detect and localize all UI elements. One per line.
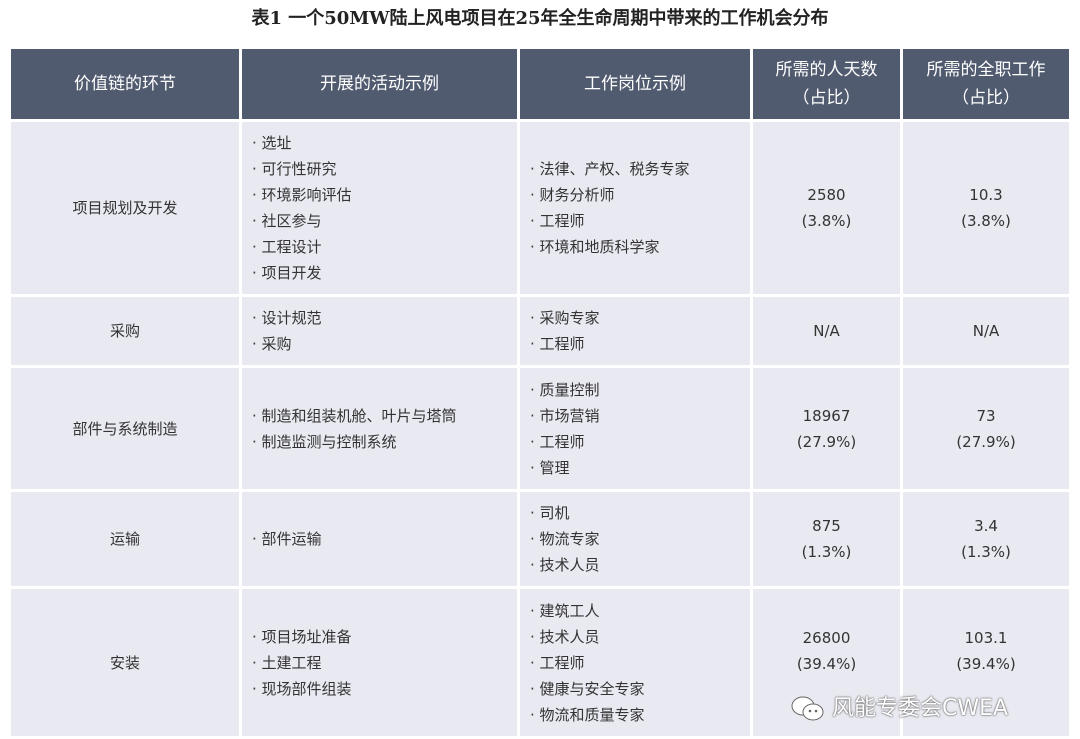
job-item: · 采购专家 bbox=[530, 309, 600, 327]
table-row: 运输 · 部件运输 · 司机 · 物流专家 · 技术人员 875 (1.3%) 3.4 (1.3… bbox=[11, 492, 1069, 586]
fte-cell: 3.4 (1.3%) bbox=[903, 492, 1069, 586]
wechat-icon bbox=[791, 696, 824, 721]
activity-item: · 项目开发 bbox=[252, 264, 322, 282]
days-cell: 26800 (39.4%) bbox=[753, 589, 900, 736]
activity-item: · 环境影响评估 bbox=[252, 186, 352, 204]
fte-cell: N/A bbox=[903, 297, 1069, 365]
activity-item: · 部件运输 bbox=[252, 530, 322, 548]
job-item: · 管理 bbox=[530, 458, 570, 477]
jobs-table: 价值链的环节 开展的活动示例 工作岗位示例 所需的人天数 （占比） 所需的全职工… bbox=[8, 46, 1072, 739]
job-item: · 工程师 bbox=[530, 212, 585, 230]
header-days: 所需的人天数 （占比） bbox=[753, 49, 900, 119]
job-item: · 环境和地质科学家 bbox=[530, 238, 660, 256]
fte-cell: 103.1 (39.4%) bbox=[903, 589, 1069, 736]
days-cell: 2580 (3.8%) bbox=[753, 122, 900, 294]
job-item: · 建筑工人 bbox=[530, 601, 600, 620]
jobs-cell: · 司机 · 物流专家 · 技术人员 bbox=[520, 492, 750, 586]
days-cell: 18967 (27.9%) bbox=[753, 368, 900, 489]
activities-cell: · 项目场址准备 · 土建工程 · 现场部件组装 bbox=[242, 589, 517, 736]
header-jobs: 工作岗位示例 bbox=[520, 49, 750, 119]
job-item: · 财务分析师 bbox=[530, 186, 615, 204]
jobs-cell: · 质量控制 · 市场营销 · 工程师 · 管理 bbox=[520, 368, 750, 489]
days-cell: 875 (1.3%) bbox=[753, 492, 900, 586]
activity-item: · 社区参与 bbox=[252, 212, 322, 230]
activity-item: · 工程设计 bbox=[252, 238, 322, 256]
table-row: 项目规划及开发 · 选址 · 可行性研究 · 环境影响评估 · 社区参与 · 工程设计 · … bbox=[11, 122, 1069, 294]
job-item: · 工程师 bbox=[530, 432, 585, 451]
stage-cell: 部件与系统制造 bbox=[11, 368, 239, 489]
job-item: · 技术人员 bbox=[530, 627, 600, 646]
job-item: · 物流专家 bbox=[530, 530, 600, 548]
activity-item: · 现场部件组装 bbox=[252, 679, 352, 698]
days-cell: N/A bbox=[753, 297, 900, 365]
stage-cell: 采购 bbox=[11, 297, 239, 365]
activity-item: · 采购 bbox=[252, 335, 292, 353]
job-item: · 工程师 bbox=[530, 653, 585, 672]
activity-item: · 可行性研究 bbox=[252, 160, 337, 178]
activity-item: · 制造监测与控制系统 bbox=[252, 432, 397, 451]
job-item: · 物流和质量专家 bbox=[530, 705, 645, 724]
activity-item: · 设计规范 bbox=[252, 309, 322, 327]
job-item: · 法律、产权、税务专家 bbox=[530, 160, 690, 178]
activities-cell: · 部件运输 bbox=[242, 492, 517, 586]
stage-cell: 安装 bbox=[11, 589, 239, 736]
jobs-cell: · 法律、产权、税务专家 · 财务分析师 · 工程师 · 环境和地质科学家 bbox=[520, 122, 750, 294]
table-row: 部件与系统制造 · 制造和组装机舱、叶片与塔筒 · 制造监测与控制系统 · 质量控制 ·… bbox=[11, 368, 1069, 489]
table-title: 表1 一个50MW陆上风电项目在25年全生命周期中带来的工作机会分布 bbox=[251, 8, 829, 29]
job-item: · 质量控制 bbox=[530, 380, 600, 399]
watermark: 风能专委会CWEA bbox=[790, 694, 1008, 724]
activities-cell: · 设计规范 · 采购 bbox=[242, 297, 517, 365]
stage-cell: 项目规划及开发 bbox=[11, 122, 239, 294]
fte-cell: 10.3 (3.8%) bbox=[903, 122, 1069, 294]
header-stage: 价值链的环节 bbox=[11, 49, 239, 119]
job-item: · 司机 bbox=[530, 504, 570, 522]
activities-cell: · 制造和组装机舱、叶片与塔筒 · 制造监测与控制系统 bbox=[242, 368, 517, 489]
fte-cell: 73 (27.9%) bbox=[903, 368, 1069, 489]
activity-item: · 制造和组装机舱、叶片与塔筒 bbox=[252, 406, 457, 425]
activity-item: · 土建工程 bbox=[252, 653, 322, 672]
activities-cell: · 选址 · 可行性研究 · 环境影响评估 · 社区参与 · 工程设计 · 项目开发 bbox=[242, 122, 517, 294]
header-fte: 所需的全职工作 （占比） bbox=[903, 49, 1069, 119]
header-activities: 开展的活动示例 bbox=[242, 49, 517, 119]
job-item: · 技术人员 bbox=[530, 556, 600, 574]
job-item: · 工程师 bbox=[530, 335, 585, 353]
job-item: · 市场营销 bbox=[530, 406, 600, 425]
stage-cell: 运输 bbox=[11, 492, 239, 586]
jobs-cell: · 采购专家 · 工程师 bbox=[520, 297, 750, 365]
table-row: 安装 · 项目场址准备 · 土建工程 · 现场部件组装 · 建筑工人 · 技术人员 · 工程… bbox=[11, 589, 1069, 736]
table-row: 采购 · 设计规范 · 采购 · 采购专家 · 工程师 N/A N/A bbox=[11, 297, 1069, 365]
activity-item: · 选址 bbox=[252, 134, 292, 152]
activity-item: · 项目场址准备 bbox=[252, 627, 352, 646]
jobs-cell: · 建筑工人 · 技术人员 · 工程师 · 健康与安全专家 · 物流和质量专家 bbox=[520, 589, 750, 736]
job-item: · 健康与安全专家 bbox=[530, 679, 645, 698]
